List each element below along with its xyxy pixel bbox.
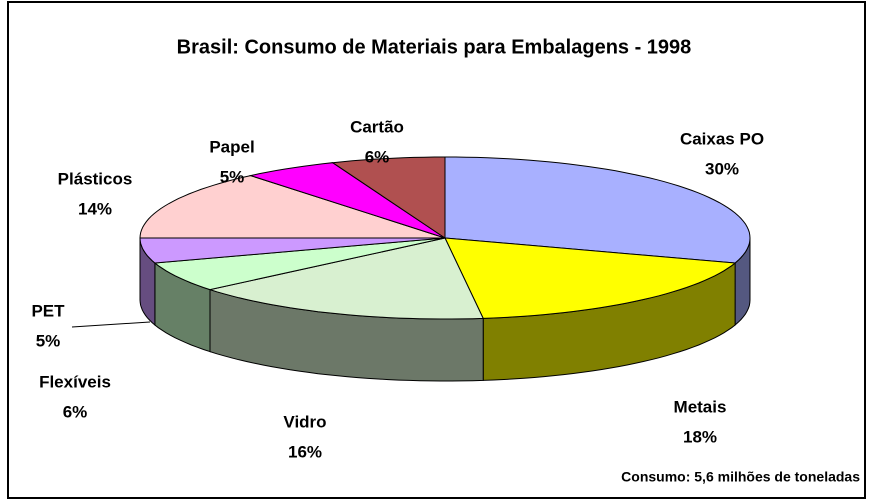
slice-value-label: 5% bbox=[220, 167, 245, 186]
slice-label: Caixas PO bbox=[680, 129, 764, 148]
leader-line bbox=[71, 321, 151, 328]
slice-label: Plásticos bbox=[58, 169, 133, 188]
slice bbox=[248, 162, 446, 239]
slice bbox=[444, 156, 751, 264]
slice-label: Cartão bbox=[350, 117, 404, 136]
slice-value-label: 16% bbox=[288, 442, 322, 461]
slice-value-label: 14% bbox=[78, 199, 112, 218]
slice-value-label: 6% bbox=[365, 147, 390, 166]
slice bbox=[153, 237, 446, 291]
slice bbox=[139, 175, 446, 239]
slice bbox=[139, 237, 446, 264]
slice-label: Vidro bbox=[283, 412, 326, 431]
slice-value-label: 18% bbox=[683, 427, 717, 446]
slice-value-label: 5% bbox=[36, 331, 61, 350]
slice-label: Flexíveis bbox=[39, 372, 111, 391]
slice bbox=[208, 237, 484, 320]
annotation: Consumo: 5,6 milhões de toneladas bbox=[621, 469, 860, 485]
slice-label: Metais bbox=[674, 397, 727, 416]
slice-value-label: 6% bbox=[63, 402, 88, 421]
slice-value-label: 30% bbox=[705, 159, 739, 178]
slice bbox=[444, 237, 737, 319]
slice-label: Papel bbox=[209, 137, 254, 156]
chart-title: Brasil: Consumo de Materiais para Embala… bbox=[177, 36, 692, 58]
slice bbox=[331, 156, 446, 239]
slice-label: PET bbox=[31, 301, 65, 320]
